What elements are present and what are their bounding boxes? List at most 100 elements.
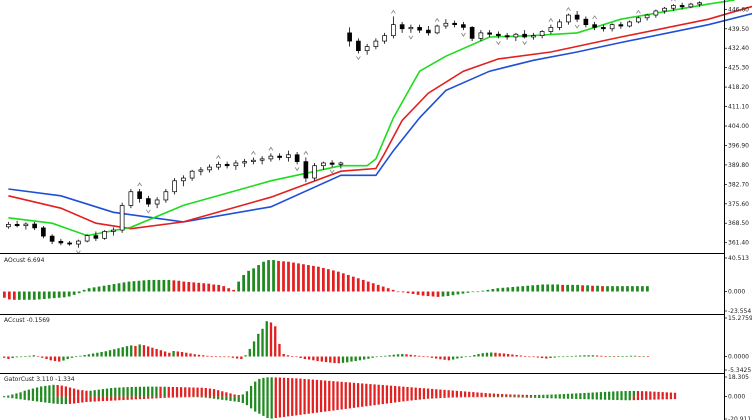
gator-lower-bar [632, 396, 635, 401]
candle-body [207, 166, 212, 171]
ao-bar [157, 279, 161, 292]
ao-bar [536, 284, 540, 292]
gator-upper-bar [175, 387, 179, 397]
fractal-up-marker [592, 15, 597, 20]
gator-lower-bar [258, 396, 261, 414]
gator-lower-bar [505, 396, 508, 398]
ao-bar [426, 291, 430, 297]
candle [583, 16, 589, 28]
ao-bar [42, 291, 46, 299]
ao-bar [476, 291, 480, 293]
gator-upper-bar [44, 385, 47, 397]
fractal-down-marker [461, 32, 466, 37]
ao-bar [501, 287, 505, 292]
price-tick-label: 361.40 [728, 240, 749, 247]
ao-bar [97, 286, 101, 292]
gator-upper-bar [262, 377, 265, 397]
ac-bar [591, 355, 595, 357]
gator-upper-bar [661, 392, 664, 397]
gator-lower-bar [447, 396, 450, 398]
ao-bar [486, 289, 490, 292]
ao-bar [107, 284, 111, 292]
ao-bar [237, 281, 241, 292]
candle-body [146, 198, 151, 205]
candle [662, 6, 667, 14]
gator-upper-bar [455, 390, 459, 397]
candle [548, 24, 554, 35]
gator-upper-bar [517, 394, 520, 397]
ao-bar [262, 261, 265, 292]
candle [373, 38, 379, 50]
candle-body [6, 223, 11, 228]
gator-upper-bar [307, 379, 310, 397]
candle-body [373, 40, 379, 47]
gator-lower-bar [336, 396, 339, 410]
candle [329, 160, 335, 168]
ao-bar [631, 286, 634, 292]
gator-lower-bar [23, 396, 26, 400]
candle-body [67, 242, 72, 245]
ac-bar [303, 356, 307, 360]
gator-lower-bar [134, 396, 137, 400]
gator-upper-bar [562, 394, 566, 397]
ac-bar [456, 356, 459, 359]
gator-upper-bar [451, 390, 454, 397]
gator-lower-bar [122, 396, 125, 401]
ac-bar [299, 356, 302, 359]
candle [636, 16, 641, 24]
candle-body [329, 162, 335, 165]
candle-body [84, 235, 90, 242]
gator-upper-bar [122, 387, 125, 397]
gator-lower-bar [35, 396, 39, 402]
gator-upper-bar [426, 388, 430, 397]
candle [644, 13, 650, 21]
candle-body [41, 227, 46, 237]
gator-upper-bar [361, 383, 364, 397]
candle [382, 32, 387, 44]
ao-bar [172, 280, 176, 292]
gator-upper-bar [105, 388, 109, 397]
ao-bar [167, 279, 171, 292]
candle [496, 31, 501, 39]
gator-upper-bar [501, 394, 504, 397]
ao-bar [606, 286, 609, 292]
gator-upper-bar [608, 391, 611, 397]
candle [137, 189, 142, 203]
ac-tick-label: -5.3425 [728, 367, 751, 374]
candle [172, 178, 177, 195]
gator-upper-bar [476, 392, 479, 397]
candle [408, 24, 414, 33]
gator-upper-bar [3, 396, 6, 397]
candle-body [662, 7, 667, 12]
candle-body [627, 21, 632, 27]
candle-body [697, 2, 702, 5]
gator-upper-bar [422, 388, 426, 397]
ao-bar [621, 286, 624, 292]
gator-lower-bar [56, 396, 59, 404]
ac-bar [274, 326, 277, 357]
ac-bar [608, 356, 611, 357]
gator-upper-bar [291, 378, 294, 397]
ac-bar [206, 355, 209, 357]
ac-bar [388, 355, 391, 357]
ao-bar [521, 286, 525, 292]
gator-lower-bar [40, 396, 43, 402]
gator-upper-bar [196, 387, 199, 397]
candle-body [513, 33, 519, 38]
gator-upper-bar [369, 384, 372, 397]
gator-lower-bar [110, 396, 113, 401]
gator-lower-bar [542, 396, 545, 399]
candle [146, 195, 151, 207]
candle-body [277, 155, 282, 158]
ac-bar [350, 356, 353, 362]
gator-upper-bar [93, 390, 96, 397]
gator-upper-bar [97, 389, 100, 397]
ac-bar [354, 356, 357, 362]
fractal-up-marker [434, 17, 440, 22]
ac-bar [451, 356, 455, 360]
ao-bar [506, 287, 510, 292]
ao-bar [182, 281, 186, 292]
ao-bar [381, 286, 385, 292]
fractal-up-marker [636, 9, 641, 14]
gator-lower-bar [410, 396, 413, 401]
